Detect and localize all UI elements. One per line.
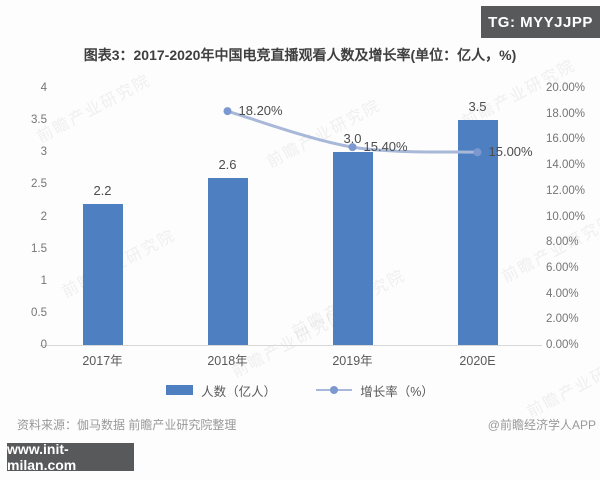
bar-2017年 <box>82 203 123 345</box>
x-axis-label: 2018年 <box>207 354 248 368</box>
bar-2019年 <box>332 152 373 345</box>
left-axis-tick: 4 <box>40 82 47 94</box>
legend-label: 增长率（%） <box>360 384 434 399</box>
left-axis-tick: 3 <box>40 146 47 159</box>
growth-rate-label: 15.00% <box>488 144 533 160</box>
right-axis-tick: 20.00% <box>546 82 586 94</box>
x-axis-line <box>40 345 542 346</box>
left-axis-tick: 1.5 <box>31 242 47 255</box>
right-axis-tick: 16.00% <box>546 133 586 146</box>
bar-2020E <box>457 120 498 345</box>
right-axis-tick: 0.00% <box>546 339 579 351</box>
x-axis-label: 2019年 <box>332 354 373 368</box>
bar-2018年 <box>207 177 248 345</box>
right-axis-tick: 14.00% <box>546 159 586 172</box>
left-axis-tick: 0.5 <box>31 306 47 319</box>
bar-value-label: 3.5 <box>468 99 487 115</box>
x-axis-label: 2017年 <box>82 354 123 368</box>
left-axis-tick: 0 <box>40 339 47 351</box>
left-axis-tick: 1 <box>40 274 47 287</box>
growth-rate-marker <box>223 107 232 116</box>
right-axis-tick: 8.00% <box>546 236 579 249</box>
left-axis-tick: 2.5 <box>31 178 47 191</box>
right-axis-tick: 18.00% <box>546 107 586 120</box>
bar-value-label: 2.6 <box>218 156 237 172</box>
left-axis-tick: 2 <box>40 210 47 223</box>
bar-value-label: 2.2 <box>93 182 112 198</box>
legend-line-dot <box>330 386 339 394</box>
legend-item: 增长率（%） <box>316 381 434 400</box>
telegram-badge: TG: MYYJJPP <box>481 6 600 38</box>
x-axis-label: 2020E <box>459 354 496 368</box>
legend: 人数（亿人） 增长率（%） <box>0 381 600 399</box>
legend-label: 人数（亿人） <box>201 384 277 399</box>
right-axis-tick: 12.00% <box>546 184 586 197</box>
watermark-text: 前瞻产业研究院 <box>34 72 154 147</box>
credit-note: @前瞻经济学人APP <box>487 418 596 432</box>
chart-title: 图表3：2017-2020年中国电竞直播观看人数及增长率(单位：亿人，%) <box>83 47 517 63</box>
left-axis-tick: 3.5 <box>31 114 47 127</box>
right-axis-tick: 2.00% <box>546 313 579 326</box>
legend-bar-swatch <box>166 385 194 395</box>
website-badge: www.init-milan.com <box>7 441 134 473</box>
legend-item: 人数（亿人） <box>166 381 276 400</box>
right-axis-tick: 10.00% <box>546 210 586 223</box>
source-note: 资料来源：伽马数据 前瞻产业研究院整理 <box>17 418 237 432</box>
right-axis-tick: 4.00% <box>546 287 579 300</box>
growth-rate-label: 18.20% <box>238 103 283 119</box>
bar-value-label: 3.0 <box>343 131 362 147</box>
legend-line-swatch <box>316 386 353 394</box>
right-axis-tick: 6.00% <box>546 261 579 274</box>
growth-rate-label: 15.40% <box>363 139 408 155</box>
